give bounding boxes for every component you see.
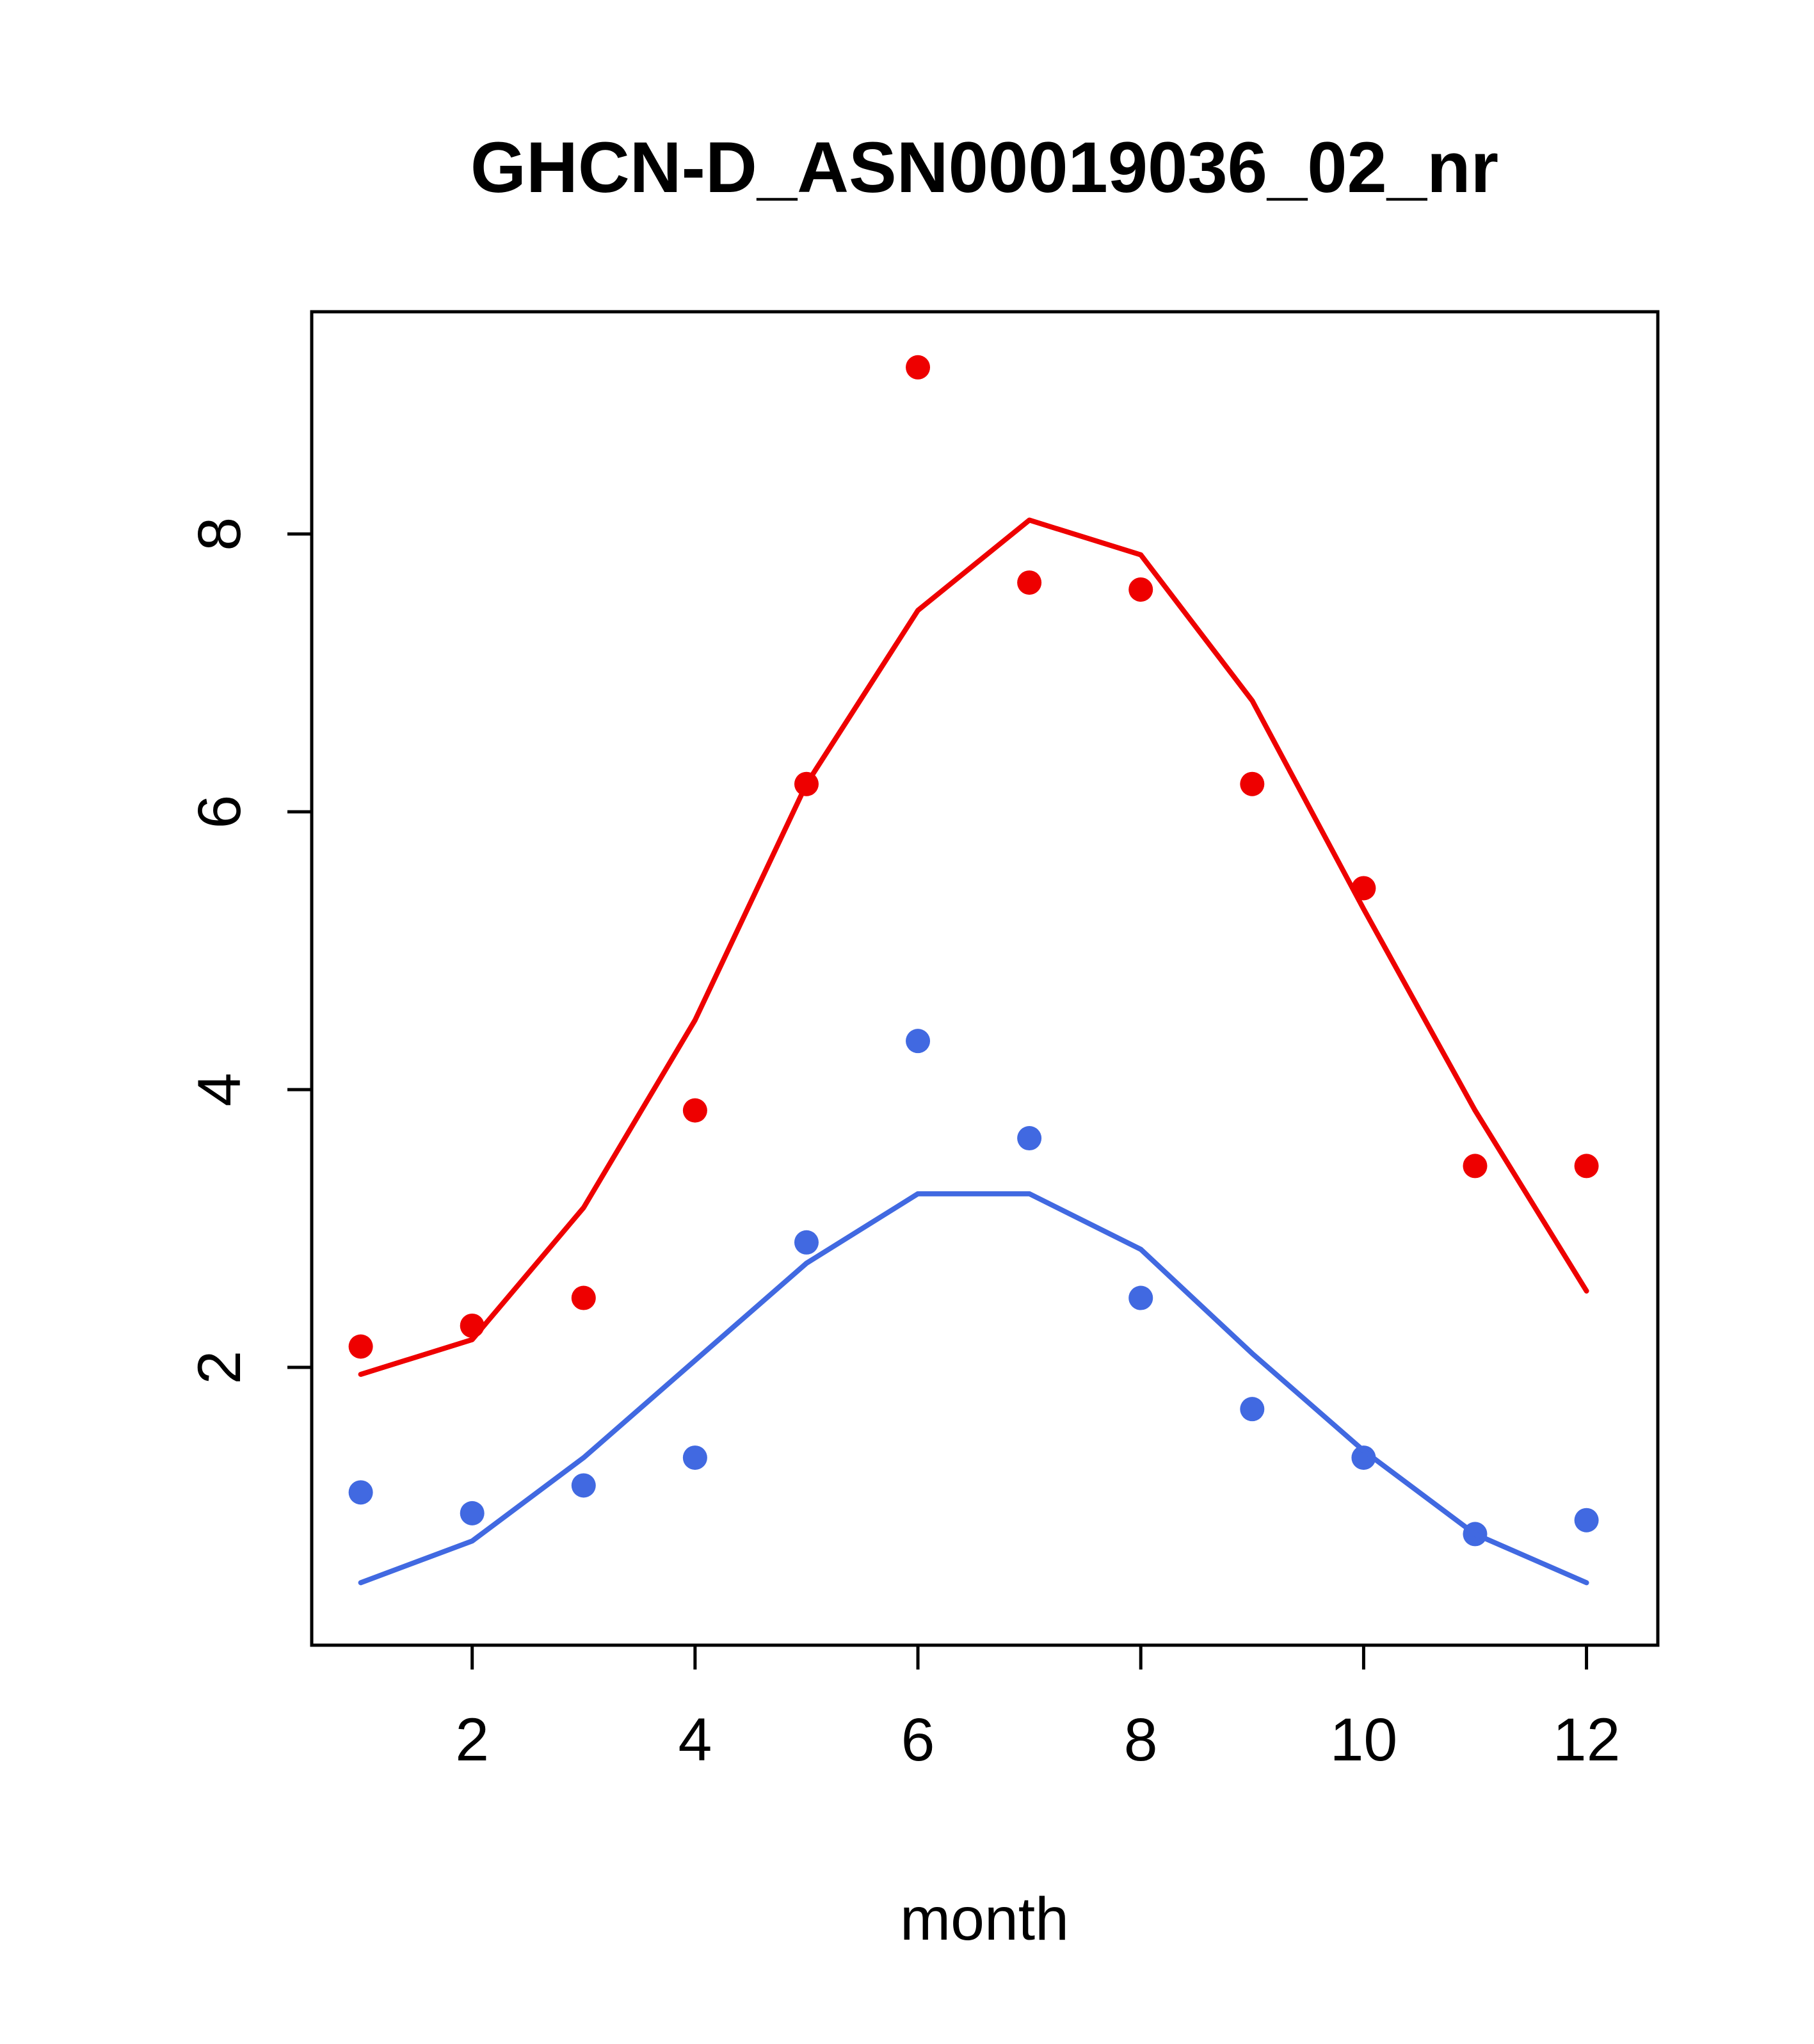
blue-points-marker	[1128, 1285, 1153, 1310]
y-tick-label: 6	[186, 795, 253, 829]
red-points-marker	[682, 1098, 707, 1123]
plot-border	[310, 310, 1660, 1647]
y-tick-label: 2	[186, 1351, 253, 1385]
red-points-marker	[1463, 1154, 1488, 1179]
blue-points-marker	[1351, 1445, 1376, 1470]
red-points-marker	[1240, 771, 1265, 796]
blue-points-marker	[794, 1230, 819, 1255]
blue-points-marker	[906, 1029, 931, 1054]
blue-points-marker	[1574, 1508, 1599, 1533]
red-points-marker	[348, 1334, 373, 1359]
plot-area: 2 4 6 8 10 12 2 4 6 8	[186, 310, 1660, 1774]
red-points-marker	[571, 1285, 596, 1310]
x-tick-label: 4	[678, 1706, 712, 1774]
chart-title: GHCN-D_ASN00019036_02_nr	[470, 127, 1498, 207]
x-axis-label: month	[900, 1885, 1069, 1953]
red-points-marker	[906, 355, 931, 380]
x-tick-label: 8	[1124, 1706, 1158, 1774]
x-tick-label: 10	[1330, 1706, 1398, 1774]
x-tick-label: 6	[901, 1706, 935, 1774]
blue-line	[358, 1191, 1589, 1586]
blue-points-marker	[348, 1480, 373, 1505]
red-points-marker	[1017, 570, 1042, 595]
red-points-marker	[1128, 577, 1153, 602]
y-tick-label: 8	[186, 517, 253, 551]
x-tick-label: 12	[1553, 1706, 1621, 1774]
x-tick-label: 2	[455, 1706, 489, 1774]
blue-points-marker	[571, 1473, 596, 1498]
red-line	[358, 517, 1589, 1377]
blue-points-marker	[1017, 1126, 1042, 1151]
red-points-marker	[1574, 1154, 1599, 1179]
y-tick-label: 4	[186, 1073, 253, 1107]
blue-points-marker	[682, 1445, 707, 1470]
blue-points-marker	[1240, 1397, 1265, 1422]
blue-points-marker	[460, 1501, 485, 1525]
